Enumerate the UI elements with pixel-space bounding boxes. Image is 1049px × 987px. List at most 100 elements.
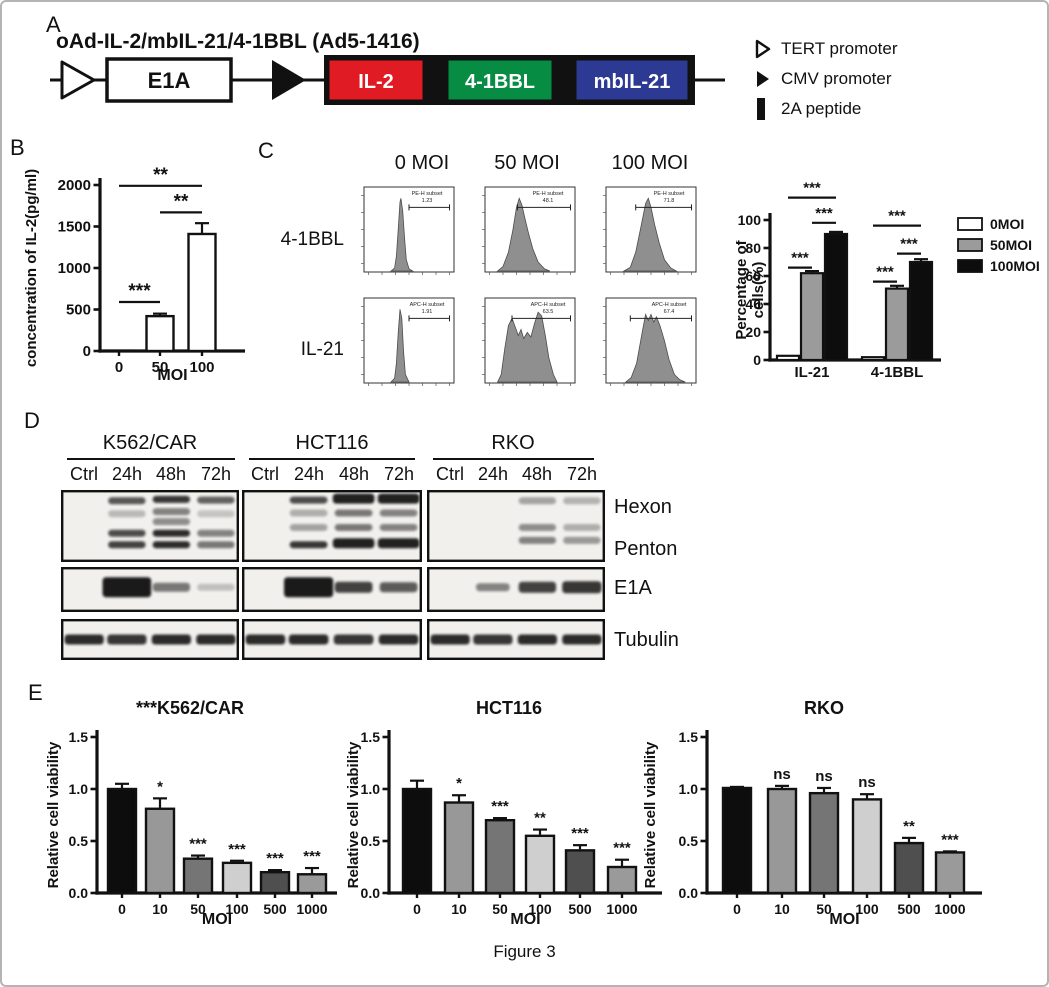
svg-text:***: *** (900, 236, 918, 253)
svg-text:1.5: 1.5 (679, 729, 699, 745)
protein-label-penton: Penton (614, 538, 678, 560)
sig-label: * (456, 775, 462, 792)
protein-band (196, 634, 236, 645)
lane-label: 48h (521, 464, 553, 484)
blot-hexon-penton-hct116 (242, 490, 422, 562)
bar (104, 349, 134, 353)
histogram-curve (624, 313, 686, 383)
subset-value: 63.5 (543, 309, 554, 315)
lane-label: 72h (383, 464, 415, 484)
protein-band (151, 634, 191, 645)
svg-text:50: 50 (492, 901, 508, 917)
construct-legend: TERT promoter CMV promoter 2A peptide (754, 34, 898, 124)
protein-band (288, 634, 329, 645)
cell-line-underline (433, 458, 594, 460)
svg-text:MOI: MOI (202, 911, 232, 928)
lane-label: 24h (477, 464, 509, 484)
sig-label: ** (534, 810, 546, 827)
svg-text:60: 60 (745, 268, 761, 284)
protein-band (107, 634, 147, 645)
svg-text:***: *** (128, 281, 151, 302)
bar (106, 787, 138, 895)
protein-band (517, 634, 557, 645)
cmv-promoter-icon (272, 60, 306, 100)
svg-text:**: ** (174, 191, 189, 212)
svg-text:1000: 1000 (606, 901, 637, 917)
svg-text:***: *** (876, 264, 894, 281)
41bbl-gene-label: 4-1BBL (465, 71, 535, 93)
svg-text:100: 100 (225, 901, 249, 917)
protein-band (152, 529, 191, 537)
blot-hexon-penton-rko (427, 490, 605, 562)
protein-band (518, 523, 557, 531)
protein-band (334, 523, 373, 531)
bar (606, 865, 638, 895)
svg-text:10: 10 (774, 901, 790, 917)
protein-band (518, 536, 557, 544)
protein-band (197, 496, 235, 504)
bar (851, 798, 883, 895)
svg-text:1.0: 1.0 (69, 781, 89, 797)
sig-label: *** (189, 836, 207, 853)
protein-band (377, 493, 420, 504)
svg-text:1.5: 1.5 (69, 729, 89, 745)
bar (221, 861, 253, 895)
tert-promoter-icon (60, 60, 96, 100)
sig-label: ns (815, 768, 833, 785)
protein-band (289, 541, 328, 549)
legend-entry: 100MOI (990, 258, 1040, 274)
svg-text:500: 500 (897, 901, 921, 917)
protein-band (379, 509, 418, 517)
histogram-curve (496, 197, 550, 272)
svg-text:***: *** (888, 208, 906, 225)
protein-band (518, 497, 557, 505)
protein-band (562, 634, 602, 645)
41bbl-gene-box (447, 59, 553, 101)
bar (860, 356, 886, 362)
bar (296, 873, 328, 895)
cell-line-underline (249, 458, 415, 460)
svg-text:0: 0 (413, 901, 421, 917)
legend-row-tert: TERT promoter (754, 34, 898, 64)
lane-label: 48h (155, 464, 187, 484)
bar (145, 314, 175, 353)
svg-text:**: ** (153, 165, 168, 186)
histogram-curve (389, 198, 415, 272)
bar (401, 787, 433, 895)
viability-chart-rko: 0.0 0.5 1.0 1.5 Relative cell viability MOI RK… (642, 698, 982, 928)
bar (766, 787, 798, 895)
protein-band (289, 523, 328, 531)
protein-band (108, 529, 146, 537)
e1a-box-label: E1A (148, 68, 191, 93)
svg-text:100: 100 (855, 901, 879, 917)
protein-band (377, 538, 420, 549)
cell-line-underline (67, 458, 235, 460)
bar (934, 851, 966, 895)
svg-text:1.0: 1.0 (679, 781, 699, 797)
flow-row-label-41bbl: 4-1BBL (280, 229, 344, 250)
svg-text:0: 0 (115, 359, 123, 376)
svg-text:500: 500 (263, 901, 287, 917)
e1a-box (105, 57, 233, 103)
subset-value: 71.8 (664, 198, 675, 204)
bar (259, 870, 291, 895)
bar (484, 818, 516, 895)
svg-text:100: 100 (528, 901, 552, 917)
blot-tubulin-rko (427, 619, 605, 660)
protein-band (197, 583, 235, 591)
histogram-curve (390, 309, 410, 383)
svg-text:IL-21: IL-21 (794, 364, 829, 381)
blot-e1a-hct116 (242, 567, 422, 612)
svg-text:0: 0 (753, 352, 761, 368)
svg-text:50: 50 (152, 359, 169, 376)
bar (182, 857, 214, 895)
flow-row-label-il21: IL-21 (300, 339, 344, 360)
svg-text:0.0: 0.0 (361, 885, 381, 901)
mbil21-gene-box (575, 59, 689, 101)
construct-title: oAd-IL-2/mbIL-21/4-1BBL (Ad5-1416) (56, 30, 420, 53)
svg-text:500: 500 (568, 901, 592, 917)
protein-band (379, 523, 418, 531)
svg-text:10: 10 (152, 901, 168, 917)
